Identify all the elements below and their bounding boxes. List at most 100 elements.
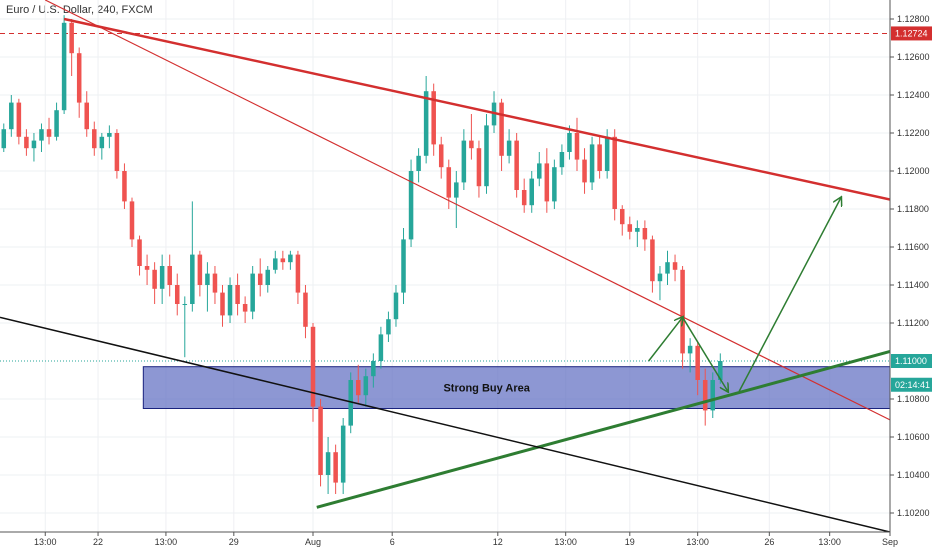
candle-body (619, 209, 625, 225)
candle-body (702, 380, 708, 411)
price-tag-label: 1.11000 (895, 356, 927, 366)
candle-body (197, 254, 203, 285)
chart-title: Euro / U.S. Dollar, 240, FXCM (6, 4, 153, 16)
candle-body (635, 228, 640, 232)
candle-body (521, 190, 527, 206)
candle-body (499, 102, 504, 156)
time-tick-label: 13:00 (554, 537, 577, 547)
price-tag-label: 02:14:41 (895, 380, 930, 390)
candle-body (559, 152, 565, 168)
candle-body (718, 361, 723, 380)
candle-body (574, 133, 580, 160)
candle-body (514, 140, 519, 190)
price-tag-label: 1.12724 (895, 28, 928, 38)
candle-body (235, 285, 240, 304)
candle-body (687, 345, 693, 354)
candle-body (39, 129, 44, 141)
candle-body (318, 406, 323, 475)
price-tick-label: 1.12000 (897, 166, 930, 176)
candle-body (9, 102, 14, 130)
price-tick-label: 1.12800 (897, 14, 930, 24)
candle-body (152, 269, 157, 289)
candle-body (84, 102, 89, 130)
candle-body (31, 140, 37, 149)
candle-body (333, 452, 338, 483)
zone-label: Strong Buy Area (443, 383, 530, 395)
candle-body (446, 167, 452, 198)
candle-body (159, 266, 165, 289)
candle-body (227, 285, 233, 316)
candle-body (650, 239, 655, 282)
candle-body (657, 273, 663, 282)
candle-body (212, 273, 218, 293)
candle-body (348, 380, 353, 426)
projection-arrow (681, 316, 728, 391)
price-tag-bg (891, 26, 932, 41)
candle-body (69, 22, 74, 54)
candle-body (174, 285, 180, 304)
candle-body (438, 144, 444, 168)
time-tick-label: 26 (764, 537, 774, 547)
candle-body (529, 178, 534, 206)
trendline-support (316, 350, 891, 509)
price-tick-label: 1.11800 (897, 204, 929, 214)
candle-body (24, 136, 29, 149)
candle-body (544, 163, 550, 202)
candle-body (378, 334, 384, 361)
candle-body (310, 326, 316, 407)
candle-body (695, 345, 700, 380)
candle-body (627, 224, 633, 232)
candle-body (76, 53, 82, 103)
time-tick-label: 13:00 (818, 537, 841, 547)
candle-body (672, 262, 678, 270)
time-tick-label: 19 (625, 537, 635, 547)
candle-body (250, 273, 255, 312)
candle-body (604, 136, 610, 171)
price-tick-label: 1.12400 (897, 90, 930, 100)
candle-body (280, 258, 286, 263)
price-tag-bg (891, 354, 932, 368)
candle-body (114, 133, 120, 171)
buy-zone (142, 366, 891, 410)
candle-body (205, 273, 210, 285)
candle-body (325, 452, 331, 475)
trendline-resistance-inner (44, 0, 891, 421)
candle-body (469, 140, 474, 149)
price-tick-label: 1.11200 (897, 318, 929, 328)
candle-body (99, 136, 105, 149)
candle-body (506, 140, 512, 156)
price-tick-label: 1.10600 (897, 432, 930, 442)
candle-body (363, 376, 369, 396)
price-tick-label: 1.10800 (897, 394, 930, 404)
time-axis-bg (0, 532, 932, 550)
projection-arrow (648, 317, 683, 362)
candle-body (552, 167, 557, 202)
price-tick-label: 1.11400 (897, 280, 929, 290)
candle-body (137, 239, 142, 266)
candle-body (642, 228, 648, 240)
price-axis-bg (890, 0, 932, 550)
candle-body (46, 129, 52, 137)
candle-body (273, 258, 278, 270)
candle-body (461, 140, 467, 183)
candle-body (476, 148, 482, 187)
candle-body (182, 304, 188, 305)
candle-body (242, 304, 248, 312)
time-tick-label: 6 (390, 537, 395, 547)
time-tick-label: 22 (93, 537, 103, 547)
candle-body (92, 129, 97, 149)
candle-body (303, 292, 308, 327)
trendline-resistance-outer (63, 17, 891, 201)
trendline-black (0, 316, 891, 533)
candle-body (16, 102, 22, 137)
price-tick-label: 1.12200 (897, 128, 930, 138)
candle-body (122, 171, 127, 202)
price-tag-bg (891, 377, 932, 392)
candle-body (295, 254, 301, 293)
candle-body (265, 269, 271, 285)
candle-body (612, 136, 617, 209)
candle-body (680, 269, 685, 354)
candle-body (144, 266, 150, 270)
time-tick-label: 13:00 (686, 537, 709, 547)
